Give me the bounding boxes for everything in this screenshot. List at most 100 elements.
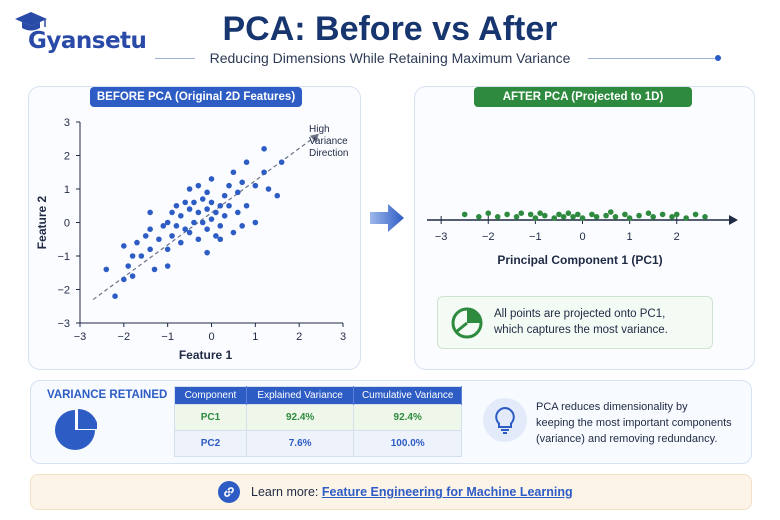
y-axis-title: Feature 2 bbox=[35, 195, 49, 249]
subtitle-rule-left bbox=[155, 58, 195, 59]
pca-note: PCA reduces dimensionality by keeping th… bbox=[536, 399, 736, 447]
data-point bbox=[265, 186, 272, 192]
learn-more-link[interactable]: Feature Engineering for Machine Learning bbox=[321, 485, 573, 499]
direction-annotation: High bbox=[309, 124, 330, 135]
data-point bbox=[208, 216, 215, 222]
data-point bbox=[199, 196, 206, 202]
data-point bbox=[173, 223, 180, 229]
transform-arrow-icon bbox=[370, 204, 404, 232]
x-axis-title: Feature 1 bbox=[179, 348, 233, 362]
before-scatter-chart: −3 −2 −1 0 1 2 3 −3 −2 −1 0 1 2 3 Feature 1 Feature 2 Hi… bbox=[35, 117, 348, 362]
page-subtitle: Reducing Dimensions While Retaining Maxi… bbox=[209, 50, 571, 66]
data-point bbox=[692, 211, 699, 218]
data-point bbox=[252, 219, 259, 226]
page-title: PCA: Before vs After bbox=[222, 10, 558, 48]
data-point bbox=[494, 214, 501, 220]
data-point bbox=[103, 266, 110, 273]
info-line-1: All points are projected onto PC1, bbox=[494, 308, 666, 320]
x-tick-label: 2 bbox=[674, 231, 680, 243]
table-cell: 100.0% bbox=[353, 430, 462, 457]
data-point bbox=[213, 233, 219, 239]
data-point bbox=[199, 219, 206, 226]
data-point bbox=[213, 209, 219, 216]
learn-more-text: Learn more: Feature Engineering for Mach… bbox=[251, 485, 573, 499]
data-point bbox=[204, 206, 210, 212]
data-point bbox=[226, 182, 232, 189]
x-tick-label: −2 bbox=[482, 231, 495, 243]
data-point bbox=[173, 202, 180, 209]
x-tick-label: 2 bbox=[296, 331, 302, 343]
data-point bbox=[147, 226, 153, 232]
data-point bbox=[191, 219, 197, 226]
charts-canvas: −3 −2 −1 0 1 2 3 −3 −2 −1 0 1 2 3 Feature 1 Feature 2 Hi… bbox=[35, 117, 738, 362]
data-point bbox=[673, 211, 680, 218]
data-point bbox=[593, 214, 600, 220]
data-point bbox=[217, 223, 224, 229]
data-point bbox=[485, 210, 492, 216]
data-point bbox=[603, 212, 609, 219]
data-point bbox=[217, 202, 224, 209]
y-tick-label: 3 bbox=[64, 117, 70, 129]
data-point bbox=[142, 233, 149, 239]
data-point bbox=[221, 213, 228, 219]
x-tick-label: 0 bbox=[579, 231, 585, 243]
variance-pie-icon bbox=[55, 409, 97, 450]
brand-name: Gyansetu bbox=[28, 28, 147, 54]
learn-more-prefix: Learn more: bbox=[251, 485, 319, 499]
data-point bbox=[230, 229, 237, 236]
x-tick-label: −1 bbox=[529, 231, 542, 243]
data-point bbox=[164, 219, 171, 226]
data-point bbox=[570, 214, 576, 220]
y-tick-label: 2 bbox=[64, 151, 70, 163]
table-header-row: Component Explained Variance Cumulative … bbox=[174, 386, 462, 405]
data-point bbox=[178, 239, 184, 246]
table-header: Component bbox=[174, 386, 247, 405]
data-point bbox=[239, 179, 245, 186]
data-point bbox=[513, 214, 520, 220]
subtitle-rule-right bbox=[588, 58, 716, 59]
data-point bbox=[261, 146, 267, 152]
data-point bbox=[542, 212, 548, 219]
data-point bbox=[156, 236, 162, 243]
data-point bbox=[151, 266, 158, 273]
data-point bbox=[191, 199, 197, 206]
data-point bbox=[556, 211, 562, 218]
variance-table: Component Explained Variance Cumulative … bbox=[174, 386, 462, 457]
data-point bbox=[560, 214, 567, 220]
data-point bbox=[504, 211, 510, 218]
data-point bbox=[235, 209, 241, 216]
data-point bbox=[195, 209, 202, 216]
projection-info-text: All points are projected onto PC1, which… bbox=[494, 306, 709, 338]
brand-logo: Gyansetu bbox=[12, 8, 147, 58]
table-cell: 92.4% bbox=[353, 404, 462, 431]
data-point bbox=[669, 214, 675, 220]
projection-info-box: All points are projected onto PC1, which… bbox=[437, 296, 713, 349]
pie-chart-icon bbox=[451, 307, 483, 339]
data-point bbox=[182, 226, 188, 232]
table-cell: 92.4% bbox=[246, 404, 355, 431]
data-point bbox=[138, 253, 145, 259]
data-point bbox=[476, 214, 482, 220]
note-line-3: (variance) and removing redundancy. bbox=[536, 433, 718, 445]
lightbulb-badge bbox=[483, 398, 527, 442]
data-point bbox=[178, 213, 184, 219]
data-point bbox=[186, 229, 193, 236]
data-point bbox=[169, 233, 175, 239]
data-point bbox=[537, 210, 543, 216]
data-point bbox=[607, 209, 614, 215]
data-point bbox=[239, 223, 245, 229]
link-icon[interactable] bbox=[218, 481, 240, 503]
learn-more-banner bbox=[30, 474, 752, 510]
data-point bbox=[129, 253, 136, 259]
data-point bbox=[147, 246, 153, 253]
info-line-2: which captures the most variance. bbox=[494, 324, 668, 336]
data-point bbox=[195, 236, 202, 243]
data-point bbox=[278, 159, 285, 165]
data-point bbox=[683, 215, 689, 221]
lightbulb-icon bbox=[495, 406, 515, 434]
data-point bbox=[243, 202, 250, 209]
x-tick-label: 1 bbox=[627, 231, 633, 243]
y-tick-label: 0 bbox=[64, 218, 70, 230]
data-point bbox=[636, 212, 642, 219]
data-point bbox=[659, 211, 666, 218]
